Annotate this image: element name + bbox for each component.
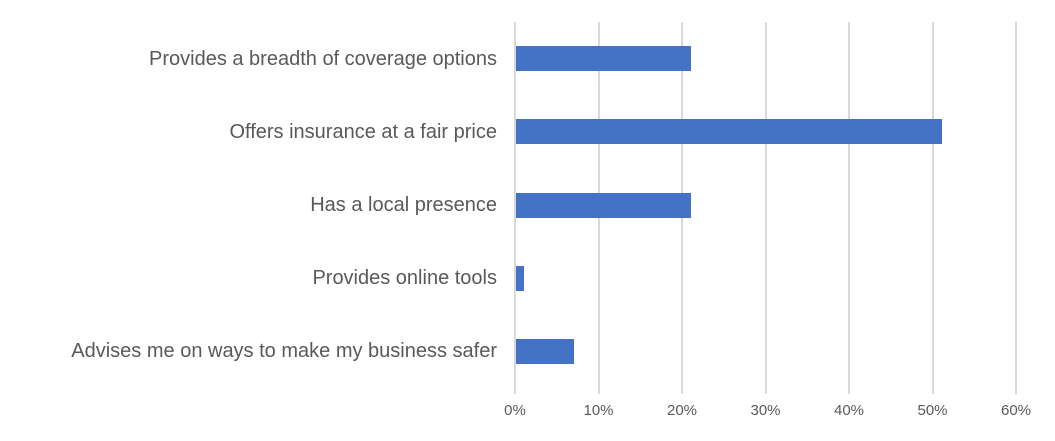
x-tick-label: 50% (917, 402, 948, 419)
gridline (764, 22, 767, 394)
bar (516, 192, 692, 218)
gridline (1015, 22, 1017, 394)
category-label: Offers insurance at a fair price (229, 120, 497, 143)
gridline (848, 22, 850, 394)
bar (516, 46, 692, 72)
x-tick-label: 30% (750, 402, 781, 419)
x-tick-label: 20% (666, 402, 698, 419)
bar (516, 119, 942, 145)
category-label: Provides online tools (312, 267, 497, 290)
gridline (514, 22, 516, 394)
bar (516, 338, 575, 364)
bar (516, 265, 525, 291)
x-tick-label: 60% (1000, 402, 1032, 419)
x-tick-label: 10% (583, 402, 614, 419)
x-tick-label: 40% (833, 402, 865, 419)
category-label: Provides a breadth of coverage options (149, 47, 497, 70)
x-tick-label: 0% (504, 402, 526, 419)
category-label: Advises me on ways to make my business s… (71, 340, 497, 363)
gridline (931, 22, 934, 394)
category-label: Has a local presence (310, 194, 497, 216)
